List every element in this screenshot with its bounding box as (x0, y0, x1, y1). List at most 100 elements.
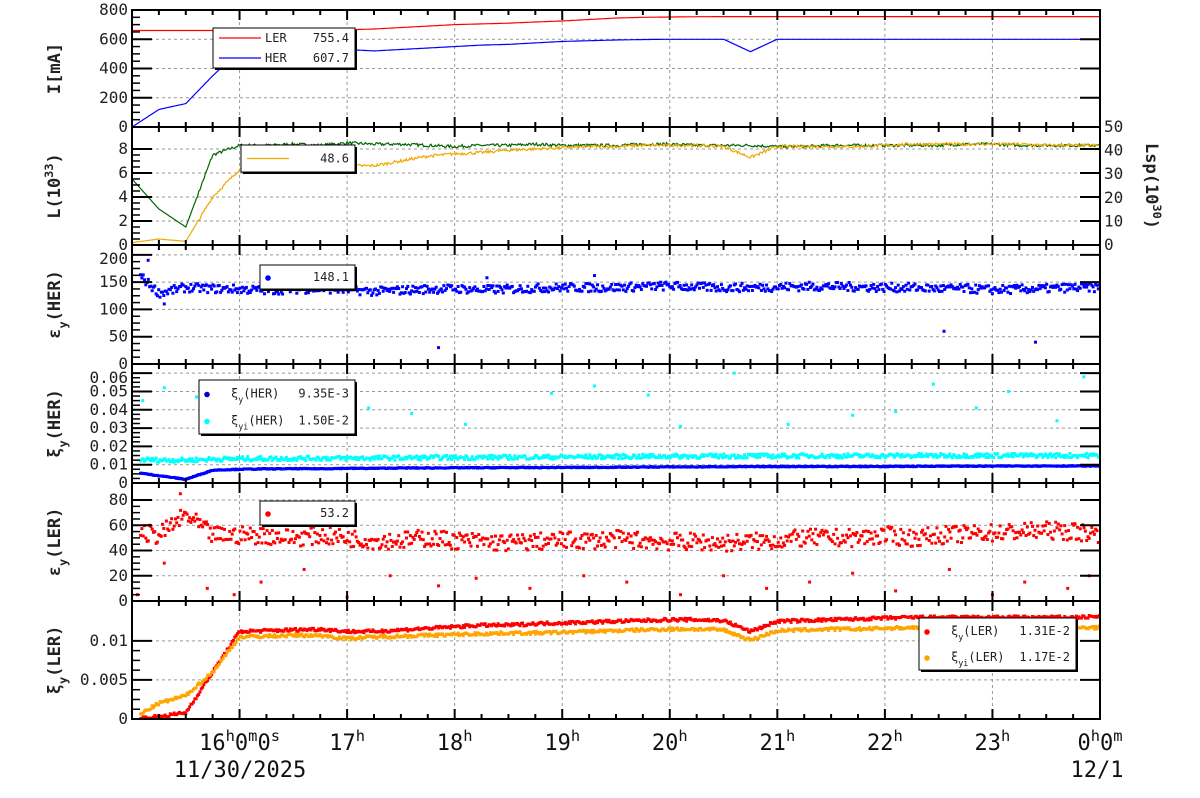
data-point (772, 631, 776, 635)
data-point (341, 535, 345, 539)
data-point (301, 543, 305, 547)
data-point (1063, 615, 1067, 618)
data-point (155, 540, 159, 544)
data-point (978, 284, 981, 288)
data-point (719, 283, 723, 287)
data-point (348, 540, 352, 544)
data-point (721, 536, 725, 540)
data-point (155, 294, 159, 298)
data-point (943, 535, 947, 539)
data-point (500, 455, 504, 459)
data-point (163, 713, 167, 717)
data-point (997, 291, 1001, 295)
data-point (268, 531, 272, 535)
data-point (552, 533, 556, 537)
data-point (491, 457, 495, 461)
data-point (543, 537, 547, 541)
data-point (836, 281, 840, 284)
data-point (343, 455, 346, 459)
data-point (204, 676, 208, 680)
data-point (244, 457, 248, 461)
data-point (722, 452, 726, 456)
data-point (284, 635, 288, 639)
y-tick-label: 800 (99, 0, 128, 19)
data-point (1047, 522, 1051, 525)
data-point (1074, 537, 1078, 541)
data-point (590, 619, 594, 623)
data-point (858, 455, 861, 459)
data-point (926, 455, 930, 459)
data-point (139, 533, 143, 537)
outlier-point (474, 576, 478, 580)
data-point (393, 636, 397, 640)
data-point (221, 538, 225, 542)
data-point (426, 634, 430, 638)
data-point (303, 457, 306, 461)
data-point (700, 281, 704, 285)
data-point (421, 292, 425, 296)
data-point (241, 285, 245, 289)
data-point (1052, 452, 1056, 456)
data-point (1009, 292, 1012, 295)
legend-value: 607.7 (313, 51, 349, 65)
data-point (390, 286, 394, 290)
data-point (224, 654, 228, 658)
outlier-point (437, 584, 441, 588)
data-point (691, 538, 695, 542)
data-point (172, 524, 176, 528)
data-point (953, 454, 957, 458)
data-point (905, 542, 909, 546)
data-point (140, 527, 144, 531)
data-point (836, 453, 840, 457)
data-point (898, 289, 901, 293)
data-point (838, 454, 842, 458)
data-point (659, 536, 663, 540)
data-point (238, 286, 242, 290)
data-point (242, 530, 246, 534)
data-point (460, 626, 464, 630)
data-point (708, 628, 712, 632)
data-point (901, 285, 905, 289)
data-point (473, 285, 477, 289)
data-point (574, 537, 578, 541)
data-point (745, 456, 749, 460)
data-point (246, 291, 250, 295)
data-point (272, 635, 275, 639)
data-point (552, 455, 556, 459)
data-point (947, 527, 951, 531)
data-point (739, 547, 743, 551)
data-point (354, 535, 358, 539)
data-point (1082, 453, 1086, 457)
data-point (254, 542, 257, 546)
outlier-point (178, 492, 182, 496)
data-point (758, 534, 762, 538)
data-point (158, 295, 162, 299)
data-point (314, 458, 318, 462)
data-point (841, 456, 845, 460)
data-point (633, 454, 637, 458)
data-point (215, 459, 219, 463)
data-point (1007, 284, 1011, 288)
data-point (807, 456, 811, 460)
data-point (646, 537, 650, 541)
data-point (1031, 285, 1034, 289)
data-point (592, 536, 596, 540)
data-point (829, 617, 833, 620)
data-point (439, 287, 443, 291)
data-point (790, 455, 794, 459)
label-part: yi (238, 422, 248, 432)
data-point (263, 532, 266, 536)
data-point (624, 538, 628, 542)
data-point (868, 537, 872, 541)
data-point (230, 290, 234, 294)
data-point (486, 284, 490, 287)
data-point (713, 286, 717, 290)
data-point (353, 529, 357, 533)
data-point (263, 292, 266, 296)
data-point (300, 632, 304, 636)
data-point (483, 633, 487, 637)
data-point (490, 535, 494, 539)
